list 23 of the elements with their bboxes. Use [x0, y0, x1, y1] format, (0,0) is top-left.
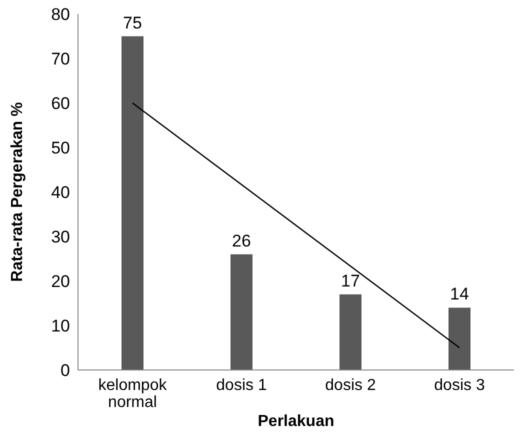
- data-label: 75: [123, 13, 142, 32]
- y-tick-label: 40: [51, 182, 70, 202]
- y-tick-label: 60: [51, 94, 70, 113]
- x-tick-label: dosis 2: [325, 377, 376, 394]
- x-tick-label: dosis 1: [216, 377, 267, 394]
- x-axis-title: Perlakuan: [258, 413, 334, 430]
- data-label: 26: [232, 231, 251, 250]
- bar: [122, 36, 144, 370]
- bar: [340, 294, 362, 370]
- x-tick-label: kelompok normal: [98, 377, 168, 411]
- y-tick-label: 80: [51, 4, 70, 24]
- y-tick-label: 10: [51, 316, 70, 336]
- data-label: 14: [450, 284, 469, 304]
- bar: [448, 308, 470, 370]
- y-tick-label: 50: [51, 138, 70, 158]
- data-label: 17: [341, 271, 360, 290]
- y-tick-label: 0: [60, 360, 70, 380]
- y-tick-label: 70: [51, 49, 70, 68]
- y-tick-label: 20: [51, 272, 70, 291]
- x-tick-label: dosis 3: [434, 377, 485, 394]
- y-axis-title: Rata-rata Pergerakan %: [9, 102, 26, 282]
- y-tick-label: 30: [51, 227, 70, 246]
- bar: [230, 254, 252, 370]
